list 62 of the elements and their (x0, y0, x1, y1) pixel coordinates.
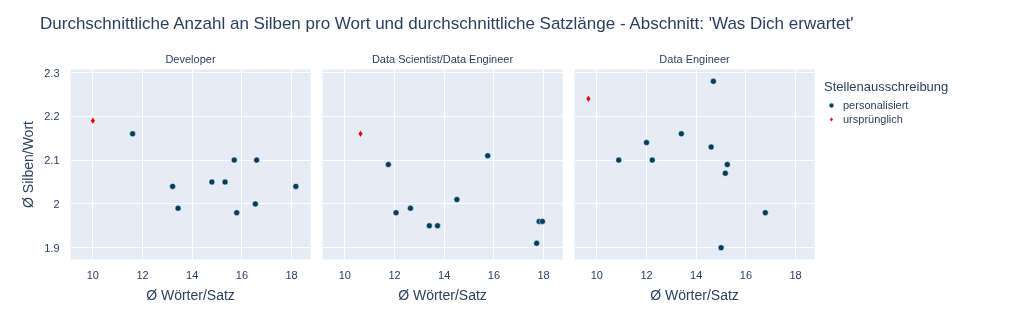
point (724, 161, 731, 168)
point (453, 196, 461, 203)
point (539, 218, 546, 225)
x-tick-label: 18 (285, 268, 298, 281)
chart-subtitle: Developer (165, 52, 216, 65)
x-tick-label: 18 (537, 268, 550, 281)
x-tick-label: 12 (136, 268, 149, 281)
point (585, 95, 591, 103)
x-tick-label: 16 (235, 268, 249, 281)
point (392, 209, 400, 216)
x-tick-label: 12 (388, 268, 401, 281)
x-tick-label: 14 (690, 268, 703, 281)
point (615, 156, 622, 164)
x-tick-label: 14 (186, 268, 199, 281)
point (722, 170, 729, 177)
legend-title: Stellenausschreibung (824, 79, 949, 94)
x-axis-title: Ø Wörter/Satz (650, 286, 739, 303)
point (762, 209, 769, 216)
chart-title: Data Scientist/Data Engineer (371, 52, 514, 65)
chart-title: Data Engineer (659, 52, 730, 65)
x-tick-label: 18 (789, 268, 802, 281)
point (385, 161, 392, 168)
point (484, 152, 491, 159)
point (292, 183, 300, 190)
y-tick-label: 2.2 (44, 110, 60, 123)
x-tick-label: 16 (739, 268, 753, 281)
point (407, 205, 414, 212)
y-tick-label: 1.9 (44, 241, 60, 254)
point (434, 222, 441, 230)
point (707, 143, 715, 151)
point (533, 240, 540, 247)
point (717, 244, 725, 251)
point (233, 209, 240, 216)
x-axis-title: Ø Wörter/Satz (398, 286, 487, 303)
point (174, 205, 182, 212)
text: Durchschnittliche Anzahl an Silben pro Wort und durchschnittliche Satzlänge - Abschnitt: 'Was Dich erwartet' (40, 13, 854, 35)
point (643, 139, 650, 146)
point (678, 130, 685, 138)
x-axis-title: Ø Wörter/Satz (146, 286, 235, 303)
y-tick-label: 2.1 (44, 154, 60, 167)
y-tick-label: 2 (53, 197, 60, 210)
x-tick-label: 10 (338, 268, 351, 281)
x-tick-label: 10 (86, 268, 99, 281)
point (208, 178, 216, 186)
point (253, 156, 260, 164)
legend-label: personalisiert (843, 99, 909, 111)
point (129, 130, 136, 138)
point (230, 156, 238, 164)
point (426, 222, 433, 230)
x-tick-label: 12 (640, 268, 653, 281)
x-tick-label: 16 (487, 268, 501, 281)
point (710, 78, 717, 85)
x-tick-label: 10 (590, 268, 603, 281)
point (357, 130, 364, 138)
y-axis-title: Ø Silben/Wort (20, 120, 37, 208)
x-tick-label: 14 (438, 268, 451, 281)
point (252, 200, 259, 208)
legend-label: ursprünglich (843, 113, 903, 125)
y-tick-label: 2.3 (44, 66, 60, 79)
point (169, 183, 176, 190)
point (221, 178, 229, 186)
point (649, 156, 656, 164)
